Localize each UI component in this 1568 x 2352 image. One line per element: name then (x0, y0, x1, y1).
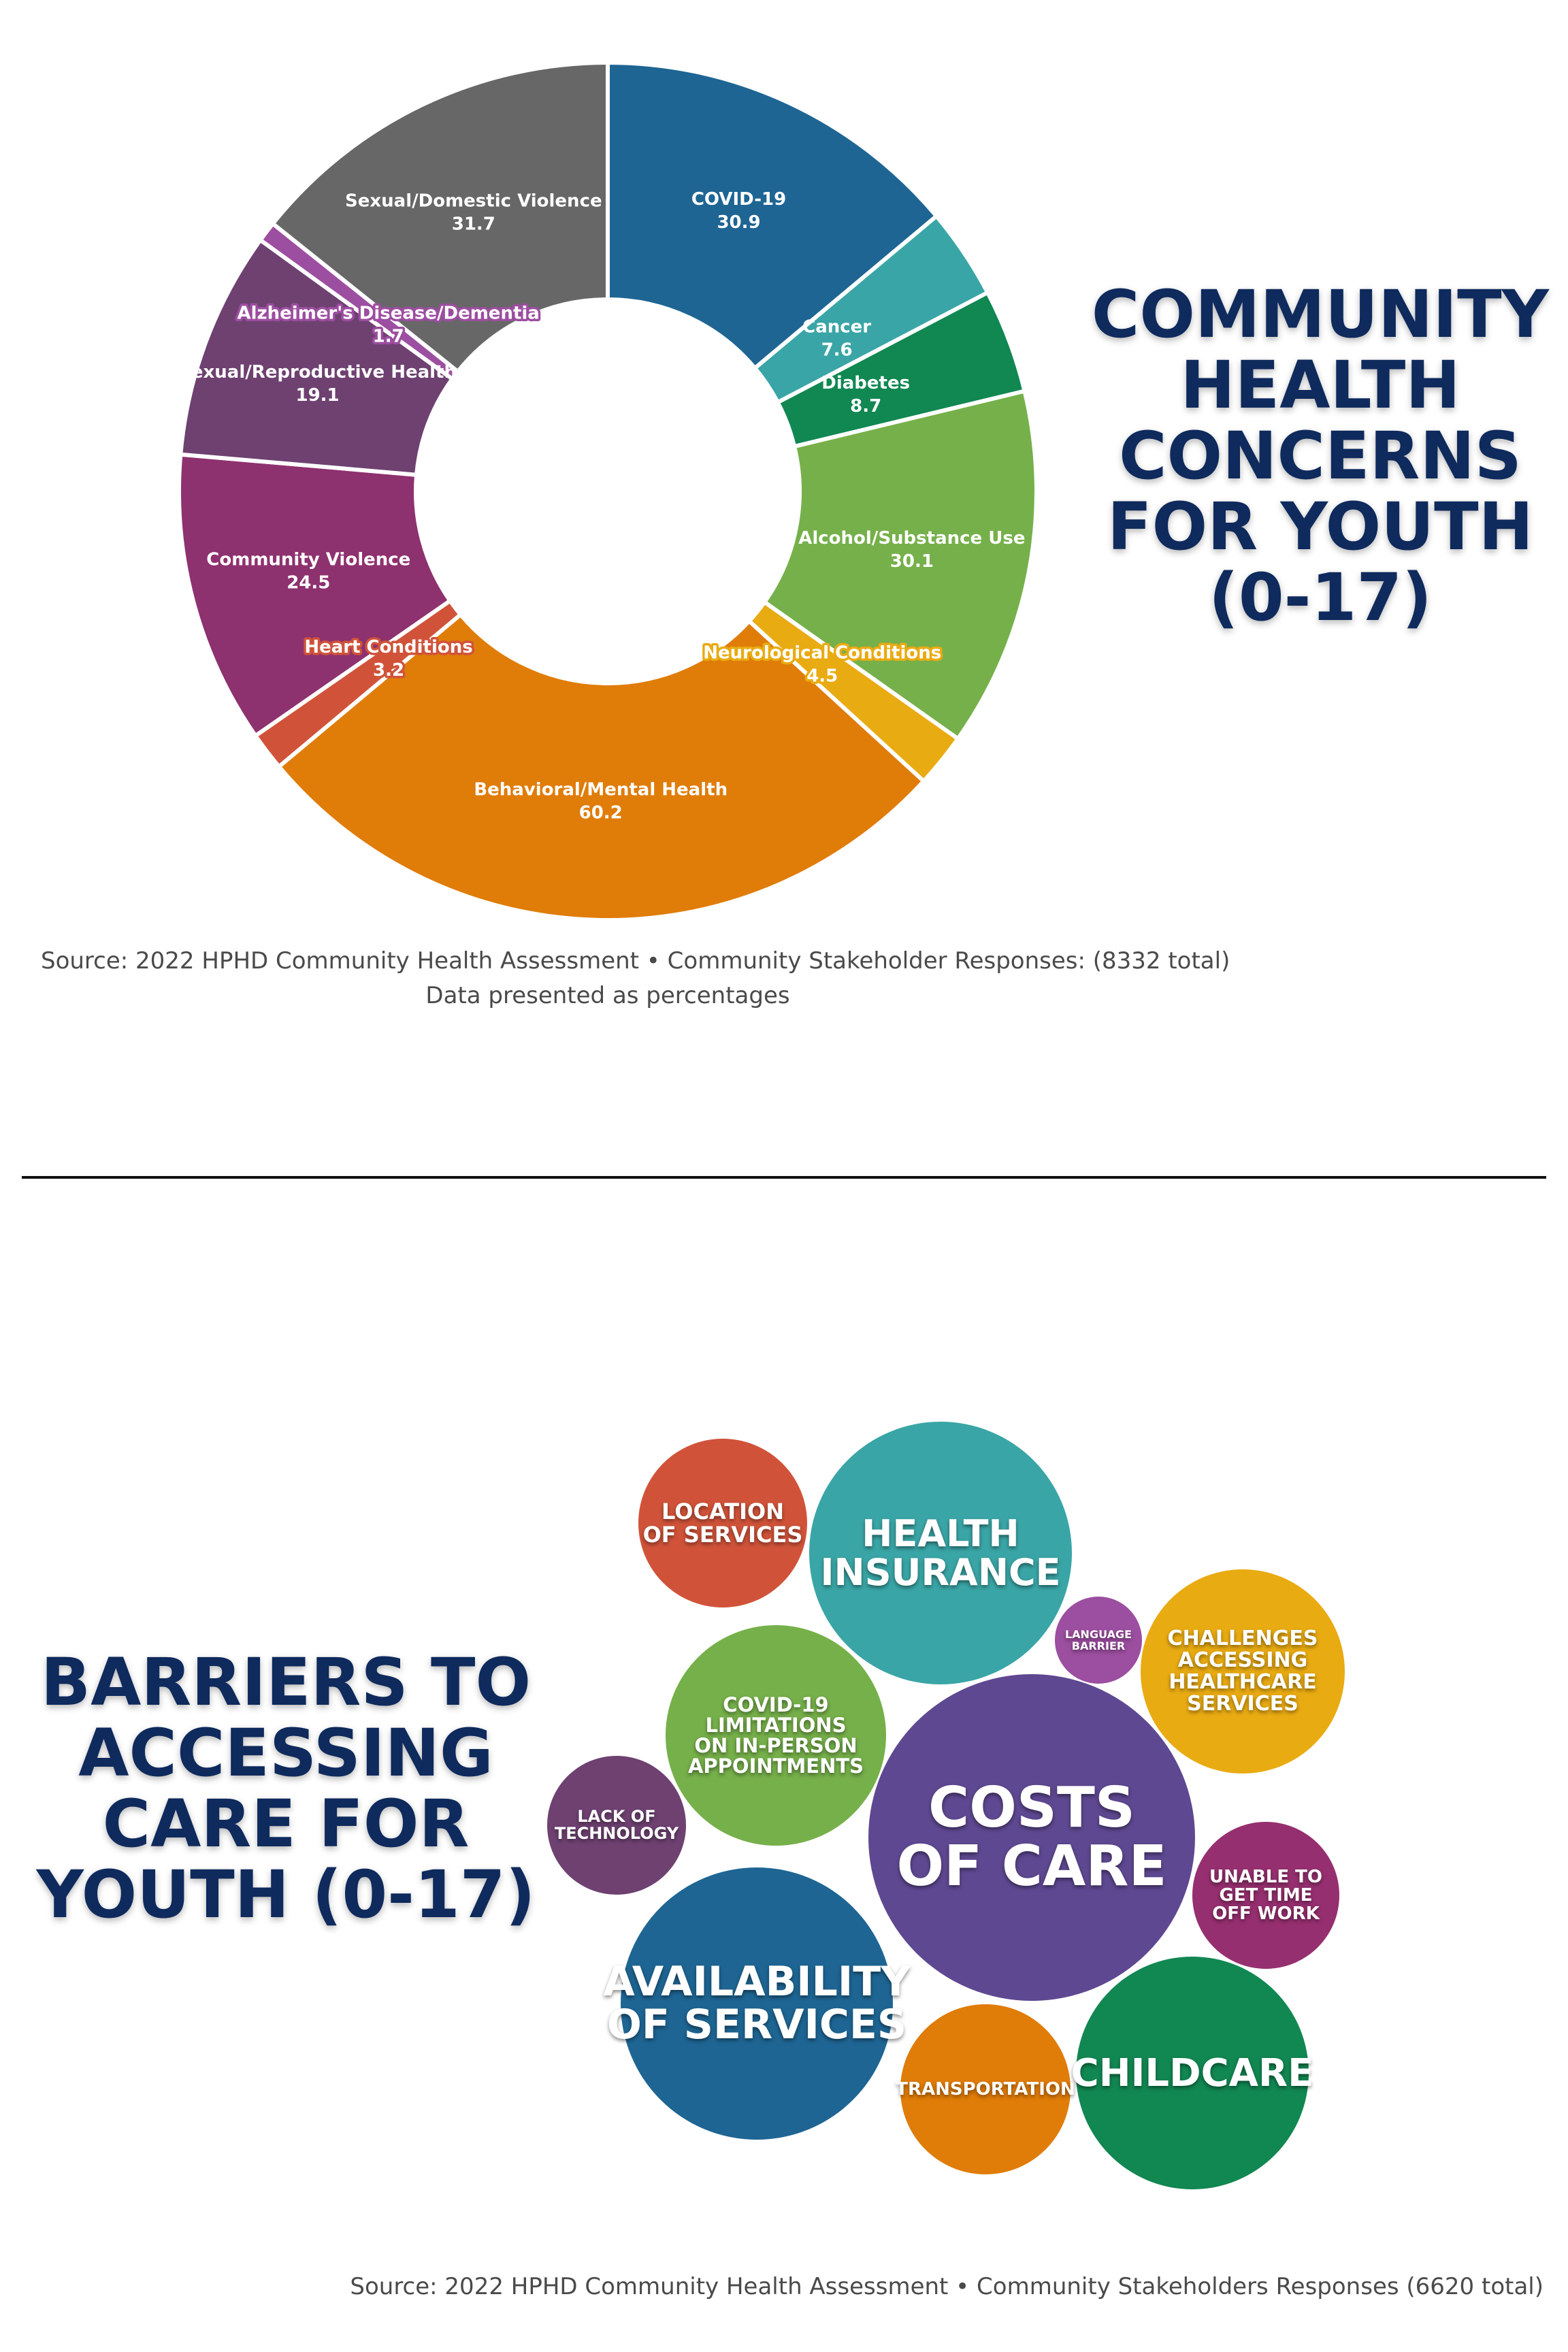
title-line: COMMUNITY (1091, 276, 1550, 353)
bubble-label: TRANSPORTATION (896, 2078, 1075, 2100)
donut-slice (178, 237, 455, 477)
bubble: LANGUAGE BARRIER (1055, 1597, 1142, 1684)
bubble-label: CHALLENGES ACCESSING HEALTHCARE SERVICES (1167, 1627, 1318, 1716)
slice-label-value: 30.9 (717, 212, 760, 233)
slice-label: Heart Conditions 3.2 (302, 635, 475, 683)
slice-label-name: Sexual/Reproductive Health (178, 362, 457, 382)
slice-label-name: Alzheimer's Disease/Dementia (237, 303, 539, 323)
title-line: ACCESSING (78, 1715, 493, 1791)
slice-label-name: Behavioral/Mental Health (474, 779, 728, 800)
title-line: CONCERNS (1119, 418, 1522, 494)
slice-label: Community Violence 24.5 (206, 550, 410, 593)
title-line: CARE FOR (102, 1786, 470, 1862)
slice-label-value: 19.1 (295, 385, 339, 406)
title-line: (0-17) (1209, 559, 1432, 636)
bubble: CHALLENGES ACCESSING HEALTHCARE SERVICES (1141, 1569, 1345, 1774)
percentages-note: Data presented as percentages (425, 982, 790, 1009)
bubble-label: COSTS OF CARE (896, 1776, 1167, 1899)
slice-label-name: Sexual/Domestic Violence (345, 191, 602, 211)
donut-slice (270, 60, 610, 375)
slice-label: Diabetes 8.7 (821, 373, 910, 416)
bubble: COSTS OF CARE (868, 1674, 1195, 2001)
slice-label-name: Heart Conditions (304, 637, 472, 657)
bubble: UNABLE TO GET TIME OFF WORK (1192, 1822, 1339, 1969)
slice-label: Sexual/Reproductive Health 19.1 (178, 362, 457, 406)
section-divider (22, 1176, 1546, 1179)
bubble: LACK OF TECHNOLOGY (547, 1756, 686, 1895)
title-line: BARRIERS TO (40, 1644, 532, 1720)
slice-label: Alzheimer's Disease/Dementia 1.7 (235, 301, 542, 349)
bubble-label: CHILDCARE (1071, 2051, 1314, 2095)
bubble-label: UNABLE TO GET TIME OFF WORK (1209, 1866, 1323, 1924)
slice-label: Cancer 7.6 (802, 316, 871, 360)
slice-label-value: 30.1 (890, 551, 934, 572)
slice-label-value: 60.2 (579, 802, 623, 823)
bubble-label: LACK OF TECHNOLOGY (554, 1807, 679, 1843)
slice-label-name: Neurological Conditions (703, 643, 941, 664)
chart-title-health-concerns: COMMUNITY HEALTH CONCERNS FOR YOUTH (0-1… (1062, 279, 1568, 633)
slice-label-value: 3.2 (373, 660, 404, 681)
donut-slice (177, 452, 453, 739)
slice-label-name: Diabetes (821, 373, 910, 393)
bubble: LOCATION OF SERVICES (638, 1439, 807, 1607)
slice-label-value: 24.5 (287, 573, 330, 593)
source-note-bottom: Source: 2022 HPHD Community Health Asses… (350, 2273, 1544, 2300)
chart-title-barriers: BARRIERS TO ACCESSING CARE FOR YOUTH (0-… (0, 1647, 572, 1930)
slice-label-value: 4.5 (806, 666, 838, 687)
slice-label-name: Cancer (802, 316, 871, 337)
bubble: CHILDCARE (1071, 1957, 1313, 2189)
bubble-label: AVAILABILITY OF SERVICES (603, 1958, 911, 2048)
slice-label-name: Alcohol/Substance Use (798, 528, 1025, 549)
bubble: AVAILABILITY OF SERVICES (603, 1867, 911, 2140)
donut-slice (762, 389, 1039, 742)
bubble: TRANSPORTATION (896, 2004, 1075, 2174)
slice-label: Sexual/Domestic Violence 31.7 (345, 191, 602, 234)
source-note-top: Source: 2022 HPHD Community Health Asses… (41, 947, 1230, 975)
bubble-label: COVID-19 LIMITATIONS ON IN-PERSON APPOIN… (687, 1693, 864, 1778)
bubble: COVID-19 LIMITATIONS ON IN-PERSON APPOIN… (666, 1625, 886, 1846)
bubble-label: LOCATION OF SERVICES (642, 1499, 803, 1548)
title-line: FOR YOUTH (1107, 489, 1533, 565)
slice-label-name: COVID-19 (691, 189, 786, 210)
slice-label-name: Community Violence (206, 550, 410, 570)
bubble: HEALTH INSURANCE (809, 1422, 1072, 1684)
slice-label-value: 7.6 (821, 340, 853, 360)
donut-slice (276, 611, 927, 922)
donut-slice (606, 60, 940, 372)
bubble-label: HEALTH INSURANCE (820, 1512, 1061, 1594)
slice-label-value: 31.7 (452, 214, 495, 234)
slice-label-value: 8.7 (850, 396, 881, 416)
bubble-label: LANGUAGE BARRIER (1064, 1628, 1132, 1652)
title-line: YOUTH (0-17) (36, 1857, 536, 1933)
slice-label-value: 1.7 (373, 326, 404, 346)
title-line: HEALTH (1180, 347, 1460, 423)
